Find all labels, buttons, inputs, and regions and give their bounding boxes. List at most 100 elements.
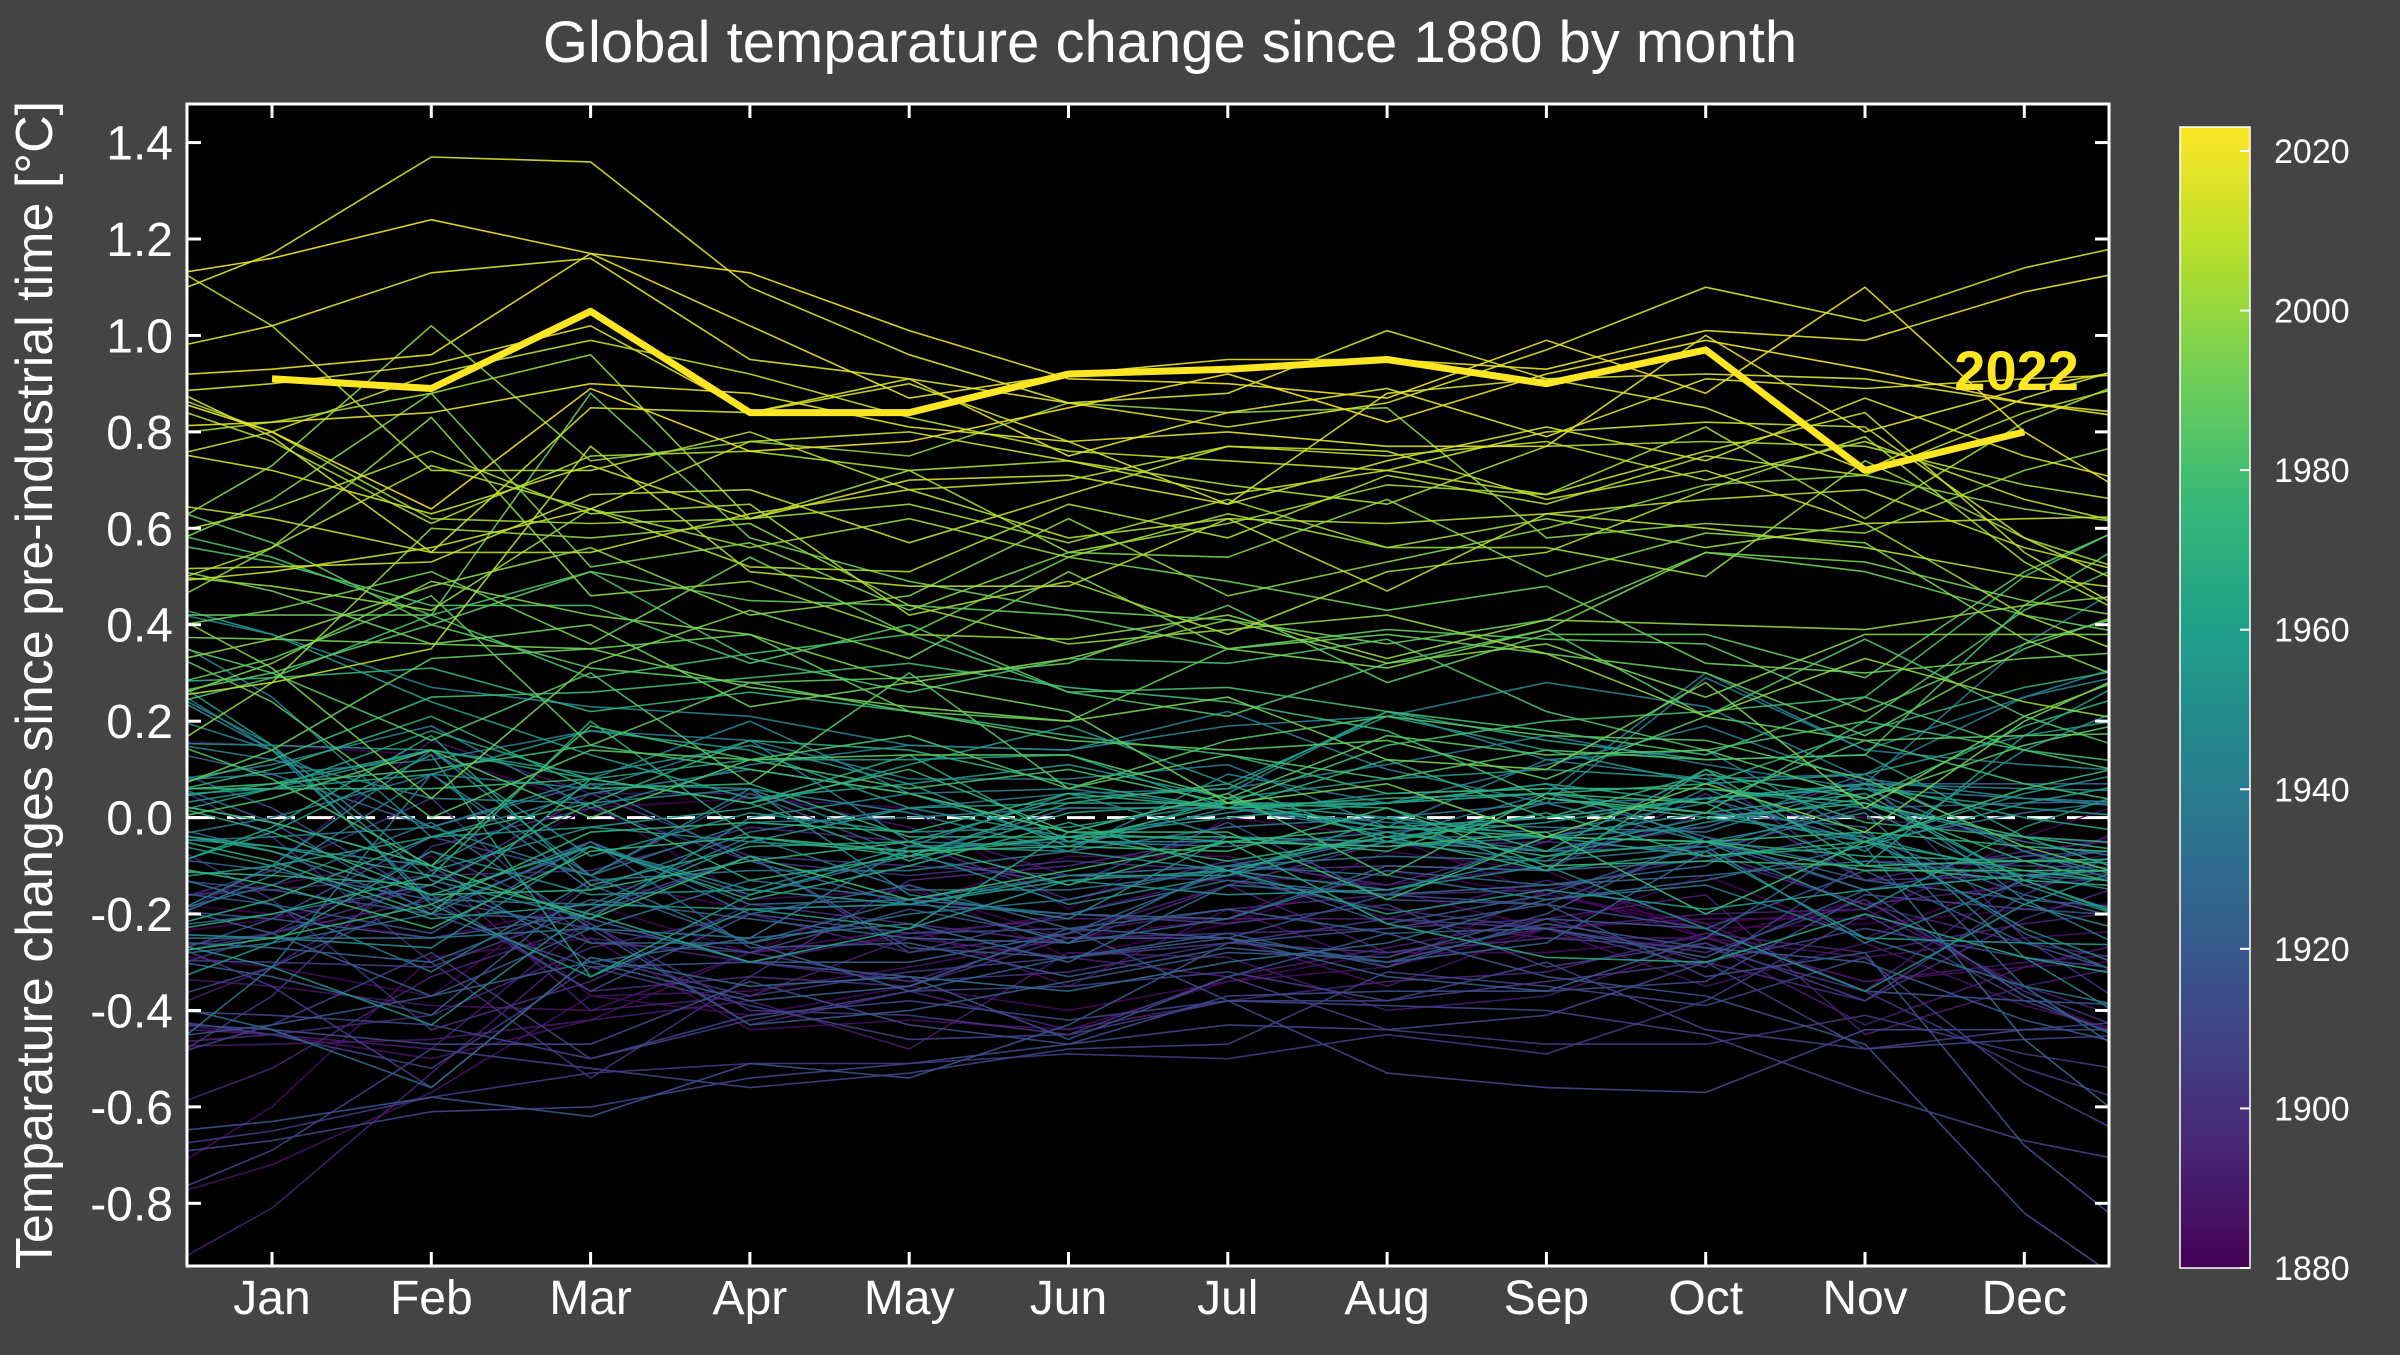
series-line-1972: [187, 699, 2109, 951]
series-line-1959: [187, 729, 2109, 858]
y-axis-label: Temparature changes since pre-industrial…: [6, 101, 64, 1269]
y-tick-label: 0.6: [106, 503, 173, 556]
y-tick-label: 0.4: [106, 600, 173, 653]
x-tick-label: Jun: [1030, 1272, 1107, 1325]
series-line-1978: [187, 739, 2109, 877]
series-line-1946: [187, 745, 2109, 1009]
series-line-1913: [187, 893, 2109, 1046]
series-line-1998: [187, 324, 2109, 539]
series-line-2006: [187, 389, 2109, 578]
series-line-2019: [187, 252, 2109, 399]
x-tick-label: May: [864, 1272, 955, 1325]
series-line-1937: [187, 734, 2109, 891]
series-line-1993: [187, 636, 2109, 809]
series-line-1909: [187, 956, 2109, 1187]
x-tick-label: Jan: [233, 1272, 310, 1325]
series-line-1999: [187, 416, 2109, 660]
series-line-highlight: [271, 307, 2026, 474]
colorbar-tick-label: 2020: [2274, 133, 2350, 171]
series-line-1986: [187, 623, 2109, 780]
series-line-1923: [187, 800, 2109, 1002]
series-line-2018: [187, 334, 2109, 448]
series-line-1894: [187, 912, 2109, 1102]
series-line-1976: [187, 769, 2109, 920]
series-line-2020: [187, 218, 2109, 484]
series-line-1981: [187, 536, 2109, 751]
x-tick-label: Aug: [1344, 1272, 1429, 1325]
series-line-1920: [187, 840, 2109, 1042]
colorbar-tick-label: 1920: [2274, 931, 2350, 969]
y-tick-label: 0.2: [106, 696, 173, 749]
series-line-1990: [187, 392, 2109, 645]
series-line-1975: [187, 768, 2109, 901]
series-layer: [187, 156, 2109, 1266]
x-tick-label: Jul: [1197, 1272, 1258, 1325]
series-line-1985: [187, 660, 2109, 819]
y-tick-label: -0.4: [90, 985, 173, 1038]
series-line-1934: [187, 802, 2109, 939]
series-line-1951: [187, 713, 2109, 1026]
series-line-2001: [187, 459, 2109, 612]
series-line-1944: [187, 615, 2109, 806]
y-tick-label: 1.4: [106, 118, 173, 171]
x-tick-label: Sep: [1504, 1272, 1589, 1325]
series-line-1997: [187, 474, 2109, 659]
series-line-1933: [187, 864, 2109, 1004]
series-line-1898: [187, 792, 2109, 1079]
series-line-1995: [187, 392, 2109, 674]
y-tick-label: -0.6: [90, 1082, 173, 1135]
x-tick-label: Oct: [1668, 1272, 1743, 1325]
x-tick-label: Nov: [1822, 1272, 1907, 1325]
series-line-1960: [187, 689, 2109, 978]
y-tick-label: 0.0: [106, 793, 173, 846]
series-line-1908: [187, 951, 2109, 1060]
colorbar-tick-label: 1880: [2274, 1250, 2350, 1288]
y-tick-label: 0.8: [106, 407, 173, 460]
series-line-1954: [187, 797, 2109, 976]
colorbar-tick-label: 1940: [2274, 771, 2350, 809]
colorbar-tick-label: 2000: [2274, 293, 2350, 331]
series-line-2016: [187, 156, 2109, 413]
series-line-1992: [187, 571, 2109, 838]
highlight-series-label: 2022: [1954, 339, 2079, 402]
series-line-1991: [187, 556, 2109, 674]
series-line-2014: [187, 372, 2109, 554]
y-tick-label: 1.2: [106, 214, 173, 267]
colorbar-tick-label: 1980: [2274, 452, 2350, 490]
series-line-2015: [187, 248, 2109, 428]
series-line-1980: [187, 614, 2109, 770]
series-line-1957: [187, 715, 2109, 877]
series-line-2008: [187, 445, 2109, 696]
series-line-1966: [187, 782, 2109, 923]
series-line-1982: [187, 552, 2109, 819]
series-line-1969: [187, 671, 2109, 886]
series-line-2013: [187, 397, 2109, 520]
series-line-1989: [187, 617, 2109, 783]
series-line-2000: [187, 522, 2109, 738]
series-line-2010: [187, 339, 2109, 602]
series-line-1984: [187, 648, 2109, 871]
series-line-2011: [187, 445, 2109, 570]
series-line-1902: [187, 797, 2109, 1097]
axes-layer: 2022 -0.8 -0.6 -0.4 -0.2 0.0 0.2 0.4 0.6 0.8 1.0 1.…: [90, 102, 2111, 1325]
series-line-2021: [187, 339, 2109, 510]
x-tick-label: Dec: [1982, 1272, 2067, 1325]
x-tick-label: Apr: [713, 1272, 788, 1325]
series-line-1930: [187, 773, 2109, 954]
series-line-1971: [187, 809, 2109, 896]
series-line-2017: [187, 257, 2109, 457]
colorbar-tick-label: 1900: [2274, 1090, 2350, 1128]
colorbar-gradient: [2179, 126, 2251, 1269]
series-line-2007: [187, 274, 2109, 588]
colorbar: 1880 1900 1920 1940 1960 1980 2000 2020: [2179, 126, 2350, 1288]
chart-title: Global temparature change since 1880 by …: [543, 10, 1797, 75]
series-line-1917: [187, 903, 2109, 1214]
series-line-1929: [187, 845, 2109, 1108]
x-tick-label: Feb: [390, 1272, 473, 1325]
series-line-1994: [187, 551, 2109, 800]
y-tick-label: 1.0: [106, 310, 173, 363]
y-tick-label: -0.2: [90, 889, 173, 942]
series-line-1916: [187, 880, 2102, 1266]
